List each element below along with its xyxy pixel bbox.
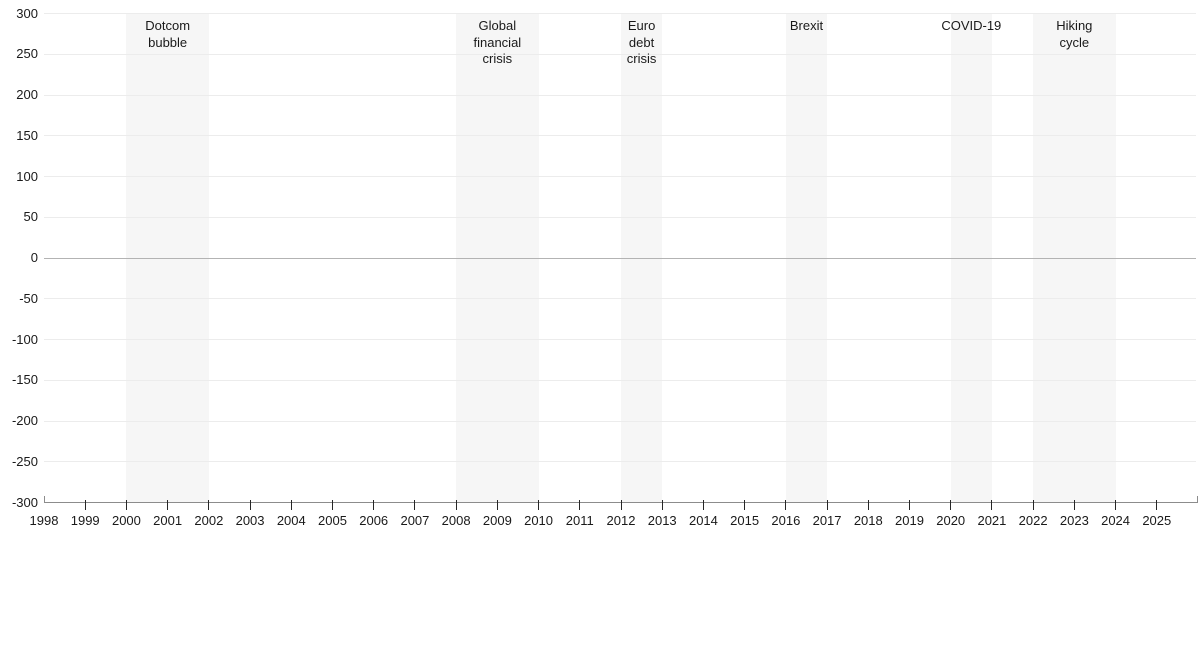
x-axis-label-2010: 2010: [524, 513, 554, 528]
x-axis-tick-2017: [826, 500, 828, 510]
y-axis-label-200: 200: [16, 87, 38, 102]
x-axis-tick-2002: [208, 500, 210, 510]
zero-line: [44, 257, 1196, 259]
x-axis-tick-2003: [249, 500, 251, 510]
x-axis-tick-2024: [1115, 500, 1117, 510]
x-axis-label-1998: 1998: [29, 513, 59, 528]
event-band-label-dotcom-bubble: Dotcom bubble: [145, 18, 191, 50]
x-axis-tick-2018: [867, 500, 869, 510]
x-axis-label-2016: 2016: [771, 513, 801, 528]
x-axis-tick-2009: [496, 500, 498, 510]
x-axis-label-2005: 2005: [318, 513, 347, 528]
x-axis-tick-2004: [290, 500, 292, 510]
gridline-y--250: [44, 461, 1196, 463]
x-axis-label-2015: 2015: [730, 513, 760, 528]
x-axis-label-2008: 2008: [441, 513, 471, 528]
x-axis-tick-2019: [909, 500, 910, 510]
x-axis-end-stub-right: [1197, 496, 1198, 503]
gridline-y-300: [44, 13, 1196, 14]
y-axis-label--300: -300: [11, 494, 38, 510]
x-axis-tick-2006: [373, 500, 375, 510]
x-axis-tick-2020: [950, 500, 952, 510]
y-axis-label-0: 0: [30, 250, 38, 265]
event-band-label-covid-19: COVID-19: [941, 18, 1002, 33]
x-axis-label-1999: 1999: [70, 513, 100, 528]
x-axis-label-2003: 2003: [235, 513, 265, 528]
x-axis-tick-2007: [414, 500, 416, 510]
x-axis-tick-2023: [1073, 500, 1075, 510]
x-axis-label-2021: 2021: [977, 513, 1007, 528]
y-axis-label--100: -100: [11, 331, 38, 347]
x-axis-label-2018: 2018: [853, 513, 883, 528]
gridline-y--50: [44, 298, 1196, 300]
x-axis-tick-1999: [84, 500, 86, 510]
x-axis-tick-2005: [332, 500, 333, 510]
x-axis-label-2001: 2001: [153, 513, 183, 528]
x-axis-tick-2022: [1032, 500, 1034, 510]
x-axis-label-2012: 2012: [606, 513, 636, 528]
y-axis-label-150: 150: [16, 127, 38, 143]
event-band-label-hiking-cycle: Hiking cycle: [1056, 18, 1093, 50]
x-axis-tick-2012: [620, 500, 622, 510]
x-axis-label-2009: 2009: [482, 513, 512, 528]
x-axis-tick-2001: [167, 500, 169, 510]
x-axis-label-2011: 2011: [565, 513, 594, 528]
y-axis-label--150: -150: [11, 372, 38, 388]
gridline-y--150: [44, 379, 1196, 381]
gridline-y-250: [44, 53, 1196, 55]
y-axis-label-250: 250: [16, 46, 38, 62]
gridline-y-200: [44, 94, 1196, 96]
x-axis-label-2014: 2014: [688, 513, 718, 528]
event-band-label-brexit: Brexit: [789, 18, 824, 33]
x-axis-label-2025: 2025: [1142, 513, 1172, 528]
gridline-y--100: [44, 339, 1196, 340]
x-axis-tick-2021: [991, 500, 993, 510]
x-axis-label-2017: 2017: [812, 513, 842, 528]
y-axis-label-50: 50: [23, 209, 38, 225]
x-axis-label-2004: 2004: [276, 513, 306, 528]
gridline-y-50: [44, 216, 1196, 218]
gridline-y--200: [44, 420, 1196, 422]
x-axis-tick-2015: [744, 500, 746, 510]
x-axis-tick-2014: [702, 500, 704, 510]
x-axis-tick-2008: [455, 500, 457, 510]
x-axis-label-2000: 2000: [111, 513, 141, 528]
event-band-label-euro-debt-crisis: Euro debt crisis: [626, 18, 657, 66]
x-axis-end-stub-left: [44, 496, 45, 503]
event-band-label-global-financial-crisis: Global financial crisis: [473, 18, 522, 66]
x-axis-label-2024: 2024: [1101, 513, 1131, 528]
x-axis-label-2006: 2006: [359, 513, 389, 528]
x-axis-label-2022: 2022: [1018, 513, 1048, 528]
gridline-y-100: [44, 176, 1196, 177]
gridline-y-150: [44, 135, 1196, 137]
y-axis-label--200: -200: [11, 413, 38, 428]
x-axis-tick-2011: [579, 500, 581, 510]
y-axis-label--250: -250: [11, 453, 38, 469]
x-axis-tick-2013: [661, 500, 663, 510]
y-axis-label-300: 300: [16, 5, 38, 21]
x-axis-label-2019: 2019: [895, 513, 924, 528]
x-axis-label-2007: 2007: [400, 513, 430, 528]
x-axis-label-2020: 2020: [936, 513, 966, 528]
x-axis-tick-2010: [538, 500, 540, 510]
y-axis-label--50: -50: [19, 290, 38, 306]
x-axis-tick-2000: [125, 500, 127, 510]
x-axis-label-2013: 2013: [647, 513, 677, 528]
x-axis-tick-2025: [1156, 500, 1158, 510]
x-axis-label-2002: 2002: [194, 513, 224, 528]
y-axis-label-100: 100: [16, 168, 38, 184]
x-axis-tick-2016: [785, 500, 787, 510]
x-axis-label-2023: 2023: [1059, 513, 1089, 528]
